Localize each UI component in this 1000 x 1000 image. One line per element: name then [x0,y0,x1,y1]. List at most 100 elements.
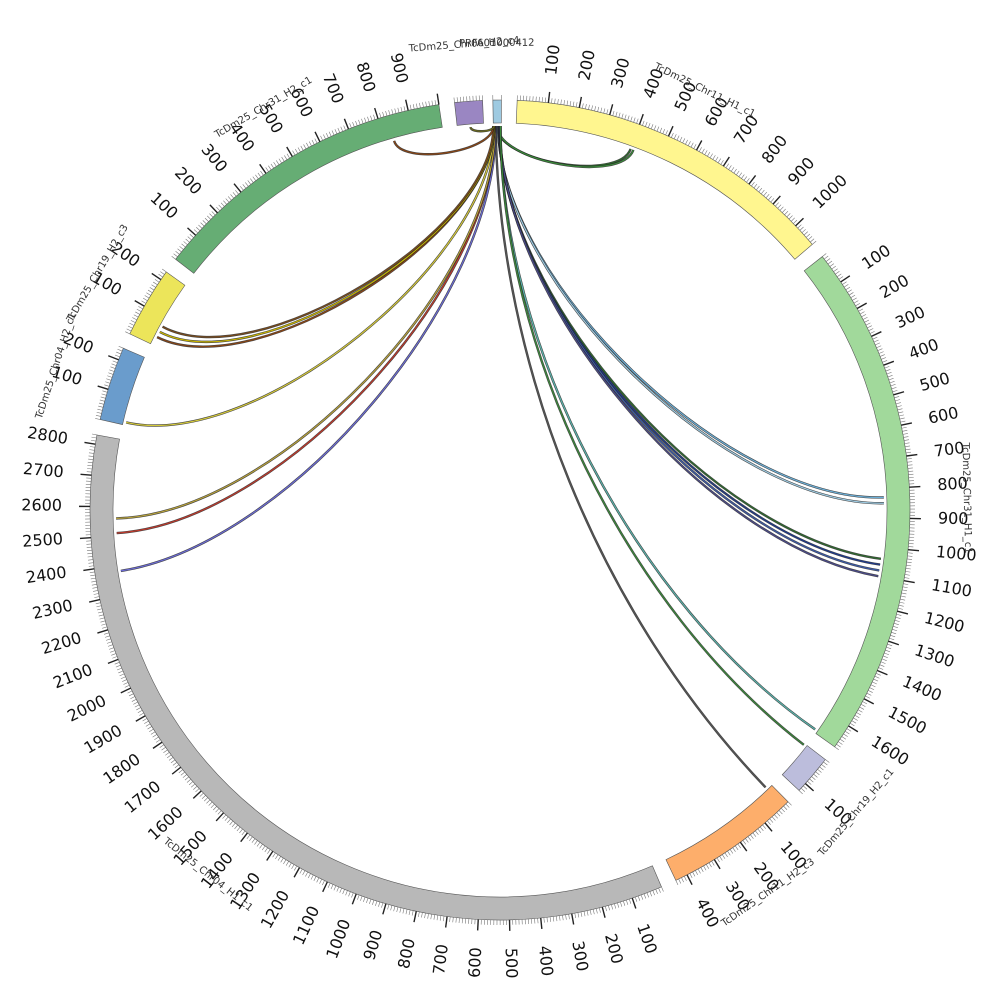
minor-tick [859,706,865,710]
minor-tick [887,375,893,378]
minor-tick [136,308,142,312]
minor-tick [799,226,804,231]
minor-tick [586,910,589,916]
minor-tick [381,902,384,908]
major-tick [900,422,913,426]
minor-tick [240,186,244,191]
tick-label: 200 [171,163,206,198]
minor-tick [800,787,806,792]
minor-tick [399,907,402,913]
tick-label: 600 [926,403,960,428]
minor-tick [257,172,262,178]
minor-tick [382,111,385,117]
minor-tick [873,678,879,682]
minor-tick [559,915,561,921]
minor-tick [862,701,868,705]
minor-tick [379,112,382,118]
minor-tick [881,658,887,661]
minor-tick [88,559,94,561]
tick-label: 900 [938,508,969,528]
minor-tick [249,836,253,841]
minor-tick [676,135,680,141]
minor-tick [843,284,849,288]
minor-tick [439,915,442,921]
minor-tick [222,814,227,819]
minor-tick [885,369,891,372]
minor-tick [394,108,397,114]
minor-tick [897,607,903,610]
major-tick [804,783,815,792]
minor-tick [687,141,691,146]
minor-tick [588,104,590,110]
minor-tick [665,130,668,136]
minor-tick [614,903,617,909]
tick-label: 900 [784,153,819,188]
minor-tick [755,830,759,835]
major-tick [444,916,448,928]
minor-tick [862,316,868,320]
minor-tick [719,856,723,861]
minor-tick [615,111,618,117]
minor-tick [712,155,716,160]
minor-tick [427,913,429,919]
minor-tick [102,626,108,629]
minor-tick [418,911,420,917]
minor-tick [893,626,899,629]
minor-tick [790,217,795,222]
minor-tick [572,101,575,107]
minor-tick [90,439,96,442]
minor-tick [679,136,683,142]
minor-tick [254,840,258,845]
minor-tick [551,98,553,104]
minor-tick [813,773,818,778]
minor-tick [102,390,108,393]
minor-tick [898,604,904,607]
minor-tick [331,130,335,136]
minor-tick [829,263,835,267]
major-tick [713,859,721,870]
minor-tick [907,467,913,469]
minor-tick [597,106,600,112]
link [162,126,494,338]
minor-tick [809,778,814,783]
minor-tick [294,865,298,871]
minor-tick [209,213,214,218]
minor-tick [144,720,149,724]
minor-tick [117,348,123,352]
minor-tick [168,757,174,761]
minor-tick [883,655,888,659]
minor-tick [801,229,806,233]
minor-tick [841,736,847,740]
minor-tick [738,172,743,177]
minor-tick [594,106,596,112]
minor-tick [288,862,292,868]
minor-tick [697,868,701,874]
segment-label: TcDm25_Chr19_H2_c3 [65,223,131,325]
minor-tick [195,788,200,793]
minor-tick [452,917,454,923]
minor-tick [724,852,728,858]
tick-label: 800 [937,473,969,494]
minor-tick [333,885,337,891]
minor-tick [150,731,156,735]
minor-tick [742,840,747,845]
minor-tick [235,190,239,195]
minor-tick [139,712,144,716]
minor-tick [825,258,831,262]
minor-tick [198,224,203,229]
minor-tick [852,297,857,301]
minor-tick [201,795,206,800]
minor-tick [433,914,436,920]
tick-label: 2700 [22,459,64,481]
major-tick [343,118,350,130]
minor-tick [877,348,883,351]
minor-tick [397,107,400,113]
minor-tick [785,803,790,808]
major-tick [638,113,644,125]
minor-tick [608,905,610,911]
major-tick [877,669,888,676]
minor-tick [220,202,225,207]
minor-tick [158,273,163,278]
major-tick [259,163,267,174]
major-tick [840,275,851,283]
